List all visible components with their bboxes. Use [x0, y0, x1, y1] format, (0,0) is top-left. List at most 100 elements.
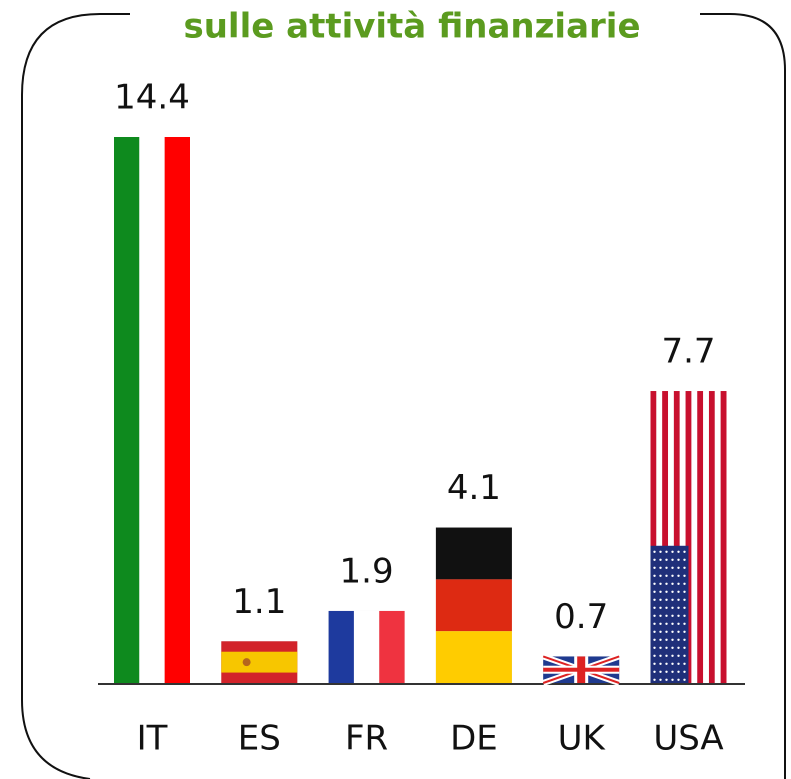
flag-star	[659, 670, 662, 673]
flag-star	[653, 614, 656, 617]
value-label: 1.1	[232, 582, 286, 622]
flag-star	[659, 558, 662, 561]
flag-star	[659, 622, 662, 625]
flag-star	[671, 670, 674, 673]
flag-star	[677, 574, 680, 577]
flag-star	[653, 622, 656, 625]
flag-stripe	[697, 391, 704, 683]
flag-star	[665, 646, 668, 649]
flag-star	[665, 606, 668, 609]
flag-star	[665, 638, 668, 641]
flag-star	[677, 606, 680, 609]
flag-stripe	[650, 545, 689, 683]
flag-star	[665, 574, 668, 577]
flag-stripe	[164, 137, 190, 683]
flag-star	[665, 630, 668, 633]
flag-star	[653, 598, 656, 601]
flag-star	[659, 662, 662, 665]
flag-stripe	[543, 667, 620, 672]
flag-star	[665, 614, 668, 617]
flag-star	[683, 550, 686, 553]
value-label: 1.9	[340, 551, 394, 591]
flag-star	[665, 662, 668, 665]
bar	[114, 137, 190, 683]
bar	[221, 641, 298, 683]
flag-star	[683, 606, 686, 609]
flag-star	[653, 606, 656, 609]
flag-star	[677, 614, 680, 617]
flag-star	[659, 590, 662, 593]
x-tick-label: UK	[558, 719, 607, 759]
flag-star	[659, 606, 662, 609]
flag-star	[677, 582, 680, 585]
flag-star	[683, 614, 686, 617]
x-tick-label: USA	[653, 719, 723, 759]
flag-star	[683, 566, 686, 569]
flag-star	[653, 582, 656, 585]
flag-star	[677, 638, 680, 641]
flag-stripe	[221, 651, 298, 673]
flag-star	[653, 558, 656, 561]
flag-star	[665, 678, 668, 681]
flag-star	[665, 566, 668, 569]
flag-star	[659, 678, 662, 681]
flag-star	[671, 574, 674, 577]
flag-star	[653, 646, 656, 649]
flag-star	[683, 630, 686, 633]
flag-star	[677, 654, 680, 657]
flag-star	[659, 598, 662, 601]
flag-star	[653, 574, 656, 577]
flag-stripe	[668, 391, 674, 683]
flag-star	[665, 558, 668, 561]
flag-stripe	[650, 391, 657, 683]
flag-star	[653, 550, 656, 553]
flag-star	[659, 574, 662, 577]
flag-star	[653, 678, 656, 681]
flag-stripe	[673, 391, 680, 683]
flag-star	[677, 662, 680, 665]
frame	[21, 13, 786, 779]
flag-star	[665, 582, 668, 585]
flag-star	[677, 670, 680, 673]
bar	[542, 653, 621, 686]
bar	[650, 391, 727, 683]
chart-title: sulle attività finanziarie	[183, 7, 640, 47]
flag-star	[659, 646, 662, 649]
flag-stripe	[139, 137, 165, 683]
flag-star	[653, 638, 656, 641]
flag-stripe	[708, 391, 715, 683]
flag-star	[671, 638, 674, 641]
flag-star	[671, 630, 674, 633]
flag-star	[671, 598, 674, 601]
flag-stripe	[328, 610, 354, 683]
flag-star	[683, 678, 686, 681]
flag-star	[665, 622, 668, 625]
flag-star	[671, 662, 674, 665]
flag-star	[671, 622, 674, 625]
flag-stripe	[685, 391, 692, 683]
flag-star	[653, 670, 656, 673]
flag-star	[671, 590, 674, 593]
flag-star	[677, 646, 680, 649]
value-label: 0.7	[554, 597, 608, 637]
flag-star	[677, 566, 680, 569]
flag-stripe	[435, 631, 512, 683]
flag-stripe	[662, 391, 669, 683]
flag-star	[683, 582, 686, 585]
flag-star	[683, 646, 686, 649]
value-label: 7.7	[661, 332, 715, 372]
x-tick-label: DE	[450, 719, 498, 759]
flag-star	[671, 614, 674, 617]
flag-star	[659, 654, 662, 657]
flag-stripe	[435, 527, 512, 580]
flag-star	[659, 582, 662, 585]
flag-stripe	[691, 391, 698, 683]
flag-star	[671, 582, 674, 585]
flag-star	[683, 574, 686, 577]
flag-star	[665, 670, 668, 673]
flag-star	[671, 566, 674, 569]
flag-star	[671, 606, 674, 609]
flag-star	[677, 622, 680, 625]
flag-star	[683, 638, 686, 641]
flag-star	[653, 662, 656, 665]
